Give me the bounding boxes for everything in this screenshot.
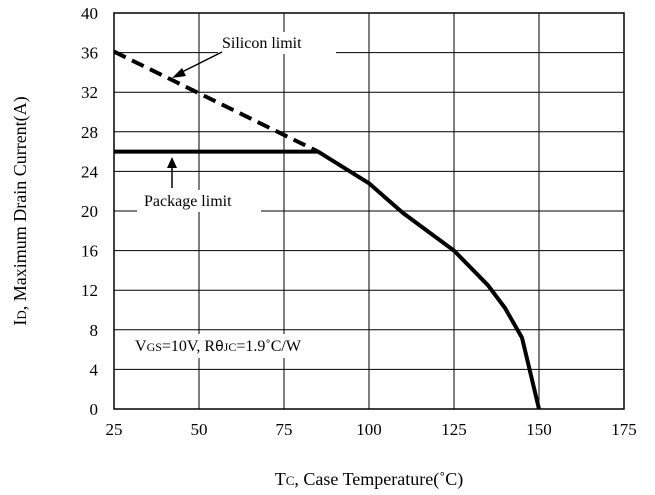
silicon-limit-arrow [179,51,223,74]
series-lines [113,49,541,410]
silicon-limit-line [113,49,319,154]
package-limit-arrowhead [167,157,177,168]
x-tick-label: 50 [191,420,208,439]
silicon-limit-label-bg [218,32,336,54]
x-tick-label: 150 [526,420,552,439]
conditions-label: VGS=10V, RθJC=1.9˚C/W [135,338,302,355]
x-tick-label: 25 [106,420,123,439]
x-tick-labels: 25 50 75 100 125 150 175 [106,420,637,439]
y-tick-label: 0 [90,400,99,419]
derating-curve-line [316,149,541,410]
silicon-limit-label: Silicon limit [222,35,302,52]
x-tick-label: 175 [611,420,637,439]
package-limit-label-bg [137,190,261,212]
y-tick-label: 12 [81,281,98,300]
y-tick-label: 16 [81,242,98,261]
y-tick-label: 24 [81,162,99,181]
package-limit-label: Package limit [144,193,232,210]
plot-frame [113,12,625,410]
x-tick-label: 100 [356,420,382,439]
x-axis-title: TC, Case Temperature(˚C) [275,469,464,490]
x-tick-label: 75 [276,420,293,439]
y-tick-labels: 0 4 8 12 16 20 24 28 32 36 40 [81,4,99,419]
conditions-label-bg [130,334,354,358]
silicon-limit-arrowhead [172,68,186,78]
y-axis-title: ID, Maximum Drain Current(A) [10,96,31,325]
y-tick-label: 20 [81,202,98,221]
y-tick-label: 8 [90,321,99,340]
y-tick-label: 36 [81,44,98,63]
y-tick-label: 28 [81,123,98,142]
y-tick-label: 4 [90,360,99,379]
x-tick-label: 125 [441,420,467,439]
y-tick-label: 40 [81,4,98,23]
y-tick-label: 32 [81,83,98,102]
